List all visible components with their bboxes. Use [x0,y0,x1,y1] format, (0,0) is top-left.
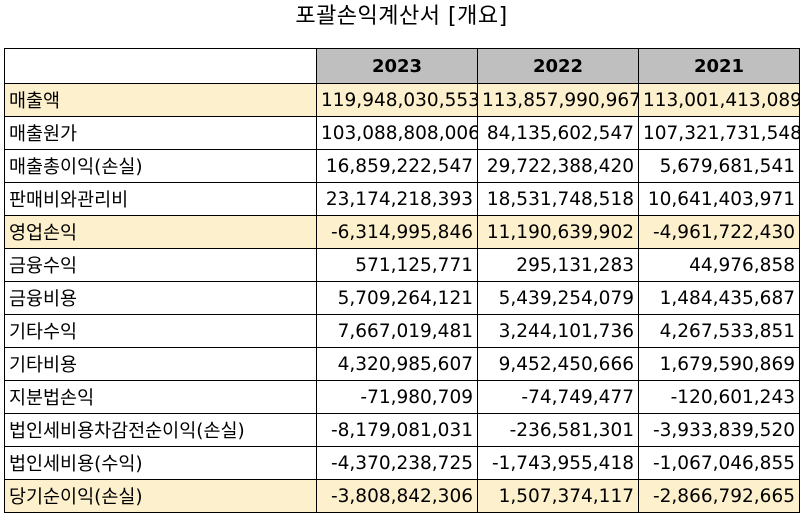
value-cell-2023: 16,859,222,547 [316,149,478,183]
value-cell-2023: -6,314,995,846 [316,215,478,249]
value-cell-2022: 29,722,388,420 [477,149,639,183]
value-cell-2021: 107,321,731,548 [638,116,800,150]
value-cell-2021: 1,679,590,869 [638,347,800,381]
row-label: 매출액 [4,83,317,117]
row-label: 당기순이익(손실) [4,479,317,513]
value-cell-2022: 9,452,450,666 [477,347,639,381]
table-row: 기타수익 7,667,019,481 3,244,101,736 4,267,533,… [4,314,800,348]
column-header-2022: 2022 [477,48,639,84]
value-cell-2022: 295,131,283 [477,248,639,282]
row-label: 법인세비용차감전순이익(손실) [4,413,317,447]
column-header-2021: 2021 [638,48,800,84]
value-cell-2022: -74,749,477 [477,380,639,414]
value-cell-2021: 4,267,533,851 [638,314,800,348]
value-cell-2022: 11,190,639,902 [477,215,639,249]
table-row: 판매비와관리비 23,174,218,393 18,531,748,518 10,64… [4,182,800,216]
row-label: 판매비와관리비 [4,182,317,216]
value-cell-2022: 5,439,254,079 [477,281,639,315]
table-body: 매출액 119,948,030,553 113,857,990,967 113,001… [4,83,800,513]
income-statement-table: 2023 2022 2021 매출액 119,948,030,553 113,857… [4,48,800,513]
table-row: 기타비용 4,320,985,607 9,452,450,666 1,679,590,… [4,347,800,381]
value-cell-2023: 4,320,985,607 [316,347,478,381]
value-cell-2021: 44,976,858 [638,248,800,282]
table-row: 법인세비용차감전순이익(손실) -8,179,081,031 -236,581,30… [4,413,800,447]
row-label: 지분법손익 [4,380,317,414]
value-cell-2023: 7,667,019,481 [316,314,478,348]
value-cell-2022: 1,507,374,117 [477,479,639,513]
table-row: 법인세비용(수익) -4,370,238,725 -1,743,955,418 -1,… [4,446,800,480]
row-label: 금융수익 [4,248,317,282]
column-header-2023: 2023 [316,48,478,84]
row-label: 영업손익 [4,215,317,249]
table-row: 매출원가 103,088,808,006 84,135,602,547 107,321… [4,116,800,150]
row-label: 매출총이익(손실) [4,149,317,183]
value-cell-2021: -3,933,839,520 [638,413,800,447]
value-cell-2021: 1,484,435,687 [638,281,800,315]
value-cell-2021: -1,067,046,855 [638,446,800,480]
header-row: 2023 2022 2021 [4,48,800,84]
value-cell-2021: -120,601,243 [638,380,800,414]
table-row: 금융수익 571,125,771 295,131,283 44,976,858 [4,248,800,282]
value-cell-2022: 18,531,748,518 [477,182,639,216]
table-row: 영업손익 -6,314,995,846 11,190,639,902 -4,961,7… [4,215,800,249]
row-label: 금융비용 [4,281,317,315]
row-label: 매출원가 [4,116,317,150]
value-cell-2022: -236,581,301 [477,413,639,447]
value-cell-2022: 84,135,602,547 [477,116,639,150]
value-cell-2023: 119,948,030,553 [316,83,478,117]
value-cell-2023: 103,088,808,006 [316,116,478,150]
table-row: 매출총이익(손실) 16,859,222,547 29,722,388,420 5,6… [4,149,800,183]
value-cell-2021: 10,641,403,971 [638,182,800,216]
value-cell-2023: 571,125,771 [316,248,478,282]
row-label: 기타수익 [4,314,317,348]
value-cell-2021: 5,679,681,541 [638,149,800,183]
value-cell-2022: -1,743,955,418 [477,446,639,480]
row-label: 법인세비용(수익) [4,446,317,480]
row-label: 기타비용 [4,347,317,381]
table-row: 당기순이익(손실) -3,808,842,306 1,507,374,117 -2,8… [4,479,800,513]
value-cell-2021: -4,961,722,430 [638,215,800,249]
table-row: 지분법손익 -71,980,709 -74,749,477 -120,601,243 [4,380,800,414]
table-row: 금융비용 5,709,264,121 5,439,254,079 1,484,435,… [4,281,800,315]
value-cell-2023: 5,709,264,121 [316,281,478,315]
value-cell-2022: 3,244,101,736 [477,314,639,348]
page-title: 포괄손익계산서 [개요] [295,4,508,29]
table-row: 매출액 119,948,030,553 113,857,990,967 113,001… [4,83,800,117]
value-cell-2023: 23,174,218,393 [316,182,478,216]
value-cell-2023: -4,370,238,725 [316,446,478,480]
header-corner-cell [4,48,317,84]
value-cell-2021: 113,001,413,089 [638,83,800,117]
value-cell-2023: -3,808,842,306 [316,479,478,513]
value-cell-2023: -71,980,709 [316,380,478,414]
value-cell-2022: 113,857,990,967 [477,83,639,117]
value-cell-2021: -2,866,792,665 [638,479,800,513]
value-cell-2023: -8,179,081,031 [316,413,478,447]
